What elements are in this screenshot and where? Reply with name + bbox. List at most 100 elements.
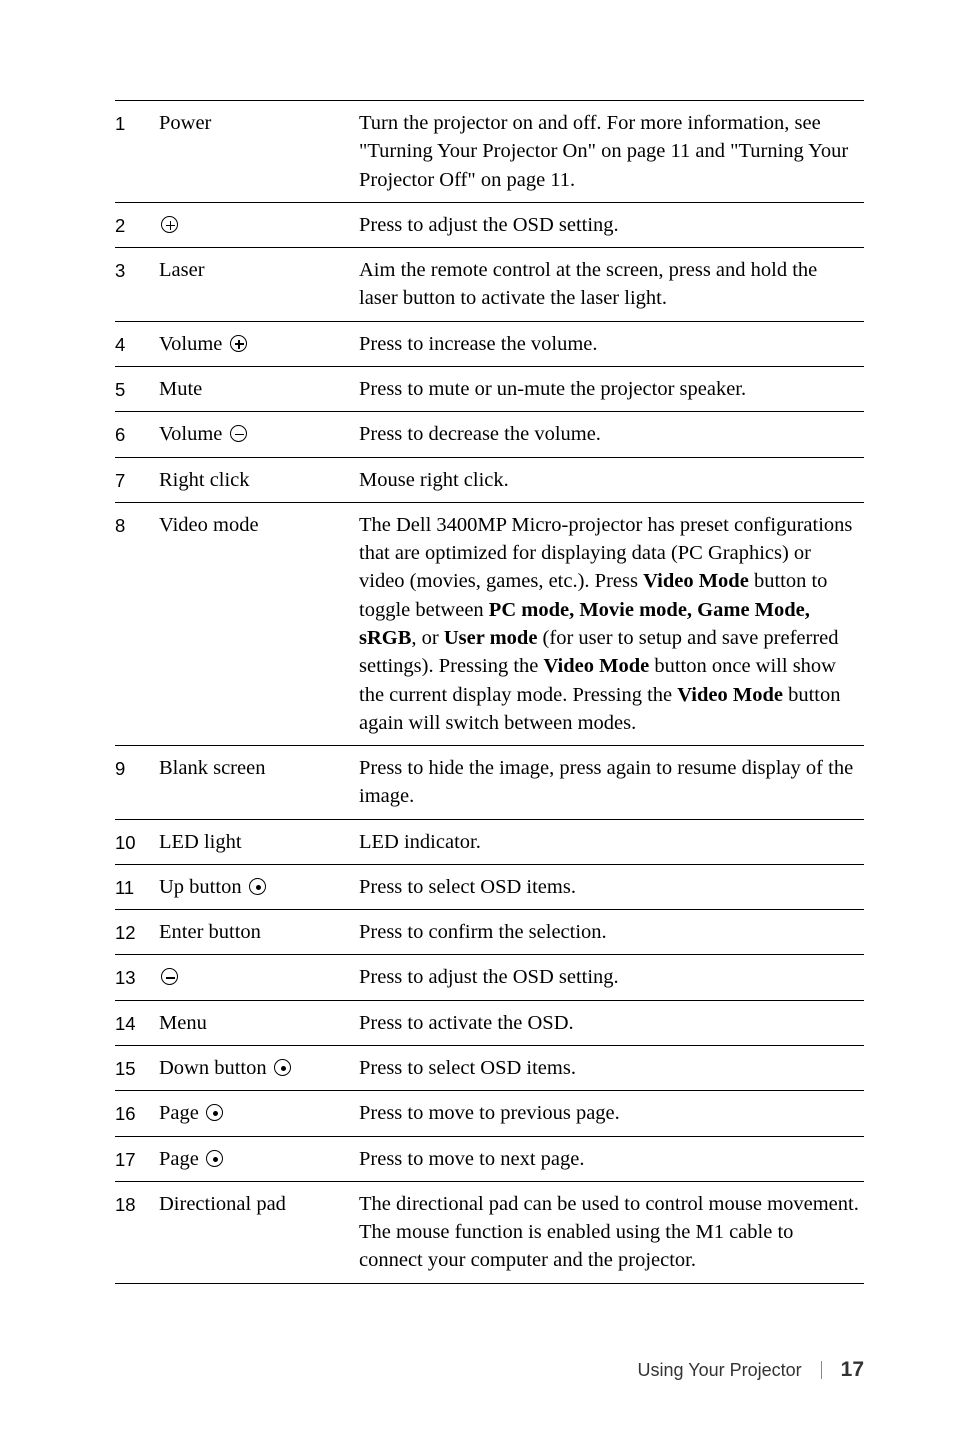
- row-label: [159, 955, 359, 1000]
- row-label-text: Up button: [159, 876, 242, 898]
- row-number: 18: [115, 1181, 159, 1283]
- row-label: Page: [159, 1136, 359, 1181]
- dot-icon: [206, 1104, 223, 1121]
- table-row: 13 Press to adjust the OSD setting.: [115, 955, 864, 1000]
- row-label-text: Volume: [159, 333, 222, 355]
- row-description: Turn the projector on and off. For more …: [359, 101, 864, 203]
- row-description: The Dell 3400MP Micro-projector has pres…: [359, 502, 864, 745]
- footer-separator: [821, 1361, 822, 1379]
- row-label: Laser: [159, 248, 359, 322]
- row-number: 8: [115, 502, 159, 745]
- dot-icon: [249, 878, 266, 895]
- row-label-text: Page: [159, 1148, 199, 1170]
- table-row: 17Page Press to move to next page.: [115, 1136, 864, 1181]
- row-label-text: Video mode: [159, 514, 259, 536]
- row-description: Press to adjust the OSD setting.: [359, 955, 864, 1000]
- row-label: Up button: [159, 864, 359, 909]
- row-label-text: Power: [159, 112, 211, 134]
- row-description: Press to select OSD items.: [359, 864, 864, 909]
- table-row: 9Blank screen Press to hide the image, pr…: [115, 746, 864, 820]
- row-description: Press to activate the OSD.: [359, 1000, 864, 1045]
- row-number: 7: [115, 457, 159, 502]
- minus-icon: [161, 968, 178, 985]
- table-row: 11Up button Press to select OSD items.: [115, 864, 864, 909]
- row-description: Press to adjust the OSD setting.: [359, 202, 864, 247]
- row-number: 16: [115, 1091, 159, 1136]
- minus-icon: [230, 425, 247, 442]
- row-number: 4: [115, 321, 159, 366]
- table-row: 14Menu Press to activate the OSD.: [115, 1000, 864, 1045]
- row-label: Video mode: [159, 502, 359, 745]
- row-number: 15: [115, 1046, 159, 1091]
- footer-page-number: 17: [841, 1358, 864, 1381]
- row-label-text: Volume: [159, 423, 222, 445]
- row-number: 6: [115, 412, 159, 457]
- row-number: 14: [115, 1000, 159, 1045]
- row-label-text: Menu: [159, 1012, 207, 1034]
- row-label-text: Laser: [159, 259, 205, 281]
- row-description: Press to increase the volume.: [359, 321, 864, 366]
- table-row: 18Directional pad The directional pad can…: [115, 1181, 864, 1283]
- row-label: Page: [159, 1091, 359, 1136]
- row-description: Press to select OSD items.: [359, 1046, 864, 1091]
- table-row: 15Down button Press to select OSD items.: [115, 1046, 864, 1091]
- dot-icon: [274, 1059, 291, 1076]
- row-label: Directional pad: [159, 1181, 359, 1283]
- row-number: 17: [115, 1136, 159, 1181]
- row-number: 3: [115, 248, 159, 322]
- row-label: Volume: [159, 321, 359, 366]
- table-row: 16Page Press to move to previous page.: [115, 1091, 864, 1136]
- footer-section-title: Using Your Projector: [638, 1360, 802, 1380]
- row-label: Enter button: [159, 910, 359, 955]
- table-row: 7Right click Mouse right click.: [115, 457, 864, 502]
- row-number: 5: [115, 366, 159, 411]
- row-label: Power: [159, 101, 359, 203]
- row-label: Right click: [159, 457, 359, 502]
- table-row: 4Volume Press to increase the volume.: [115, 321, 864, 366]
- row-description: Press to move to next page.: [359, 1136, 864, 1181]
- table-row: 3Laser Aim the remote control at the scre…: [115, 248, 864, 322]
- row-label-text: Directional pad: [159, 1193, 286, 1215]
- page-footer: Using Your Projector 17: [638, 1358, 864, 1382]
- row-description: The directional pad can be used to contr…: [359, 1181, 864, 1283]
- table-row: 2 Press to adjust the OSD setting.: [115, 202, 864, 247]
- row-label-text: Enter button: [159, 921, 261, 943]
- row-description: Press to move to previous page.: [359, 1091, 864, 1136]
- row-description: Press to hide the image, press again to …: [359, 746, 864, 820]
- row-description: Aim the remote control at the screen, pr…: [359, 248, 864, 322]
- table-row: 5Mute Press to mute or un-mute the projec…: [115, 366, 864, 411]
- row-number: 9: [115, 746, 159, 820]
- row-label: Down button: [159, 1046, 359, 1091]
- row-description: Press to confirm the selection.: [359, 910, 864, 955]
- row-number: 1: [115, 101, 159, 203]
- row-description: LED indicator.: [359, 819, 864, 864]
- row-label-text: Right click: [159, 469, 250, 491]
- table-row: 12Enter button Press to confirm the selec…: [115, 910, 864, 955]
- row-description: Press to decrease the volume.: [359, 412, 864, 457]
- table-row: 1Power Turn the projector on and off. For…: [115, 101, 864, 203]
- table-row: 10LED light LED indicator.: [115, 819, 864, 864]
- row-label: LED light: [159, 819, 359, 864]
- table-row: 8Video mode The Dell 3400MP Micro-project…: [115, 502, 864, 745]
- table-row: 6Volume Press to decrease the volume.: [115, 412, 864, 457]
- row-description: Mouse right click.: [359, 457, 864, 502]
- row-number: 13: [115, 955, 159, 1000]
- dot-icon: [206, 1150, 223, 1167]
- row-label: Mute: [159, 366, 359, 411]
- row-number: 10: [115, 819, 159, 864]
- row-number: 12: [115, 910, 159, 955]
- row-label: [159, 202, 359, 247]
- row-description: Press to mute or un-mute the projector s…: [359, 366, 864, 411]
- row-label-text: Down button: [159, 1057, 267, 1079]
- row-label-text: LED light: [159, 831, 242, 853]
- row-label-text: Blank screen: [159, 757, 265, 779]
- plus-icon: [161, 216, 178, 233]
- plus-icon: [230, 335, 247, 352]
- row-number: 2: [115, 202, 159, 247]
- row-label-text: Page: [159, 1102, 199, 1124]
- controls-table: 1Power Turn the projector on and off. For…: [115, 100, 864, 1284]
- row-label: Menu: [159, 1000, 359, 1045]
- row-label-text: Mute: [159, 378, 202, 400]
- row-number: 11: [115, 864, 159, 909]
- row-label: Blank screen: [159, 746, 359, 820]
